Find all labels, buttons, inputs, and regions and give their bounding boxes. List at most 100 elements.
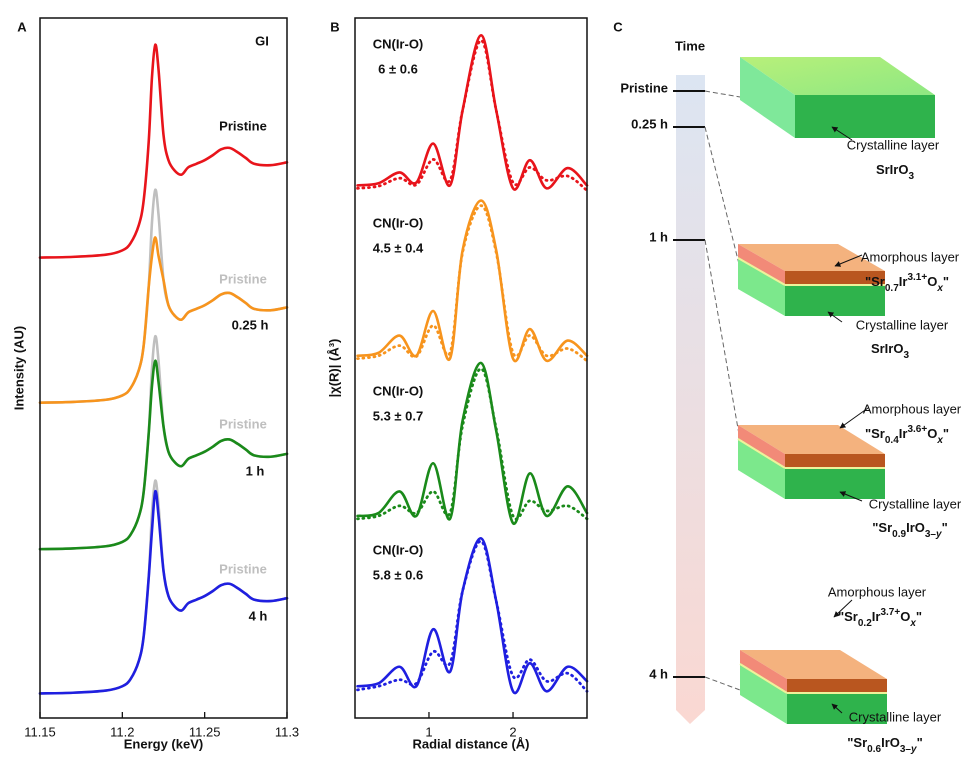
formula-part: y: [935, 529, 942, 540]
amorphous-side: [740, 650, 787, 692]
crystalline-side: [740, 57, 795, 138]
formula: "Sr0.4Ir3.6+Ox": [865, 424, 949, 446]
block-top: [738, 425, 885, 454]
amorphous-front: [785, 271, 885, 284]
formula-part: x: [909, 618, 916, 629]
annotation-value: 6 ± 0.6: [378, 61, 418, 76]
formula-part: ": [943, 274, 949, 289]
label-arrow: [839, 407, 869, 429]
time-title: Time: [675, 38, 705, 53]
formula-part: IrO: [881, 735, 900, 750]
formula: "Sr0.7Ir3.1+Ox": [865, 272, 949, 294]
spectrum-line: [356, 204, 589, 363]
formula-part: 0.2: [858, 618, 872, 629]
annotation-label: CN(Ir-O): [373, 215, 424, 230]
annotation-value: 4.5 ± 0.4: [373, 240, 424, 255]
formula-part: 3.6+: [907, 424, 927, 435]
interface: [739, 663, 788, 694]
amorphous-front: [785, 454, 885, 467]
time-marker-label: 4 h: [649, 666, 668, 681]
spectrum-line: [356, 539, 589, 693]
x-tick-label: 11.2: [110, 724, 134, 739]
series-label: 4 h: [249, 608, 268, 623]
series-label: 0.25 h: [232, 317, 269, 332]
layer-label: Amorphous layer: [861, 249, 960, 264]
formula-part: 3–: [925, 529, 937, 540]
layer-label: Crystalline layer: [847, 137, 940, 152]
formula-part: ": [943, 426, 949, 441]
panel-label: C: [613, 19, 623, 34]
formula-part: 3.1+: [907, 272, 927, 283]
time-marker-label: 1 h: [649, 229, 668, 244]
layer-label: Crystalline layer: [869, 496, 962, 511]
formula-part: SrIrO: [876, 162, 909, 177]
y-axis-label: Intensity (AU): [11, 326, 26, 411]
label-arrow: [839, 491, 863, 502]
connector: [704, 90, 741, 98]
panel-label: A: [17, 19, 27, 34]
series-label: Pristine: [219, 416, 267, 431]
formula-part: ": [916, 609, 922, 624]
spectrum-line: [38, 489, 289, 695]
time-bar: [676, 75, 705, 724]
annotation-value: 5.3 ± 0.7: [373, 408, 424, 423]
series-label: 1 h: [246, 463, 265, 478]
x-axis-label: Radial distance (Å): [412, 736, 529, 751]
formula: "Sr0.9IrO3–y": [872, 520, 947, 540]
formula: "Sr0.6IrO3–y": [847, 735, 922, 755]
formula-part: O: [900, 609, 910, 624]
x-axis-label: Energy (keV): [124, 736, 203, 751]
label-arrow: [831, 126, 853, 141]
amorphous-side: [738, 244, 785, 284]
formula: SrIrO3: [876, 162, 915, 182]
formula: SrIrO3: [871, 341, 910, 361]
formula-part: O: [927, 274, 937, 289]
label-arrow: [834, 254, 863, 267]
formula-part: "Sr: [865, 274, 885, 289]
spectrum-line: [356, 537, 589, 695]
formula-part: IrO: [906, 520, 925, 535]
panel-label: B: [330, 19, 339, 34]
series-label: Pristine: [219, 118, 267, 133]
time-marker-label: Pristine: [620, 80, 668, 95]
layer-label: Crystalline layer: [849, 709, 942, 724]
time-marker-label: 0.25 h: [631, 116, 668, 131]
formula-part: O: [927, 426, 937, 441]
layer-label: Crystalline layer: [856, 317, 949, 332]
formula-part: SrIrO: [871, 341, 904, 356]
crystalline-side: [738, 257, 785, 316]
interface: [737, 257, 786, 286]
formula-part: ": [942, 520, 948, 535]
annotation-label: CN(Ir-O): [373, 542, 424, 557]
spectrum-line: [356, 34, 589, 191]
crystalline-side: [740, 663, 787, 724]
formula-part: "Sr: [865, 426, 885, 441]
formula-part: x: [936, 283, 943, 294]
formula-part: 3–: [900, 744, 912, 755]
spectrum-line: [356, 199, 589, 363]
formula-part: x: [936, 435, 943, 446]
connector: [704, 676, 741, 691]
crystalline-front: [785, 467, 885, 499]
series-label: Pristine: [219, 271, 267, 286]
annotation-label: CN(Ir-O): [373, 36, 424, 51]
spectrum-line: [38, 43, 289, 259]
x-tick-label: 11.25: [189, 724, 221, 739]
x-tick-label: 11.3: [275, 724, 299, 739]
layer-label: Amorphous layer: [863, 401, 962, 416]
layer-label: Amorphous layer: [828, 584, 927, 599]
formula-part: 3: [908, 171, 914, 182]
x-tick-label: 1: [425, 724, 432, 739]
block-top: [738, 244, 885, 271]
formula: "Sr0.2Ir3.7+Ox": [838, 607, 922, 629]
formula-part: 0.4: [885, 435, 899, 446]
x-tick-label: 11.15: [24, 724, 56, 739]
label-arrow: [827, 311, 843, 323]
spectrum-line: [38, 236, 289, 404]
series-label: Pristine: [219, 561, 267, 576]
formula-part: ": [917, 735, 923, 750]
formula-part: "Sr: [847, 735, 867, 750]
spectrum-line: [38, 359, 289, 551]
y-axis-label: |χ(R)| (Å³): [326, 339, 341, 398]
